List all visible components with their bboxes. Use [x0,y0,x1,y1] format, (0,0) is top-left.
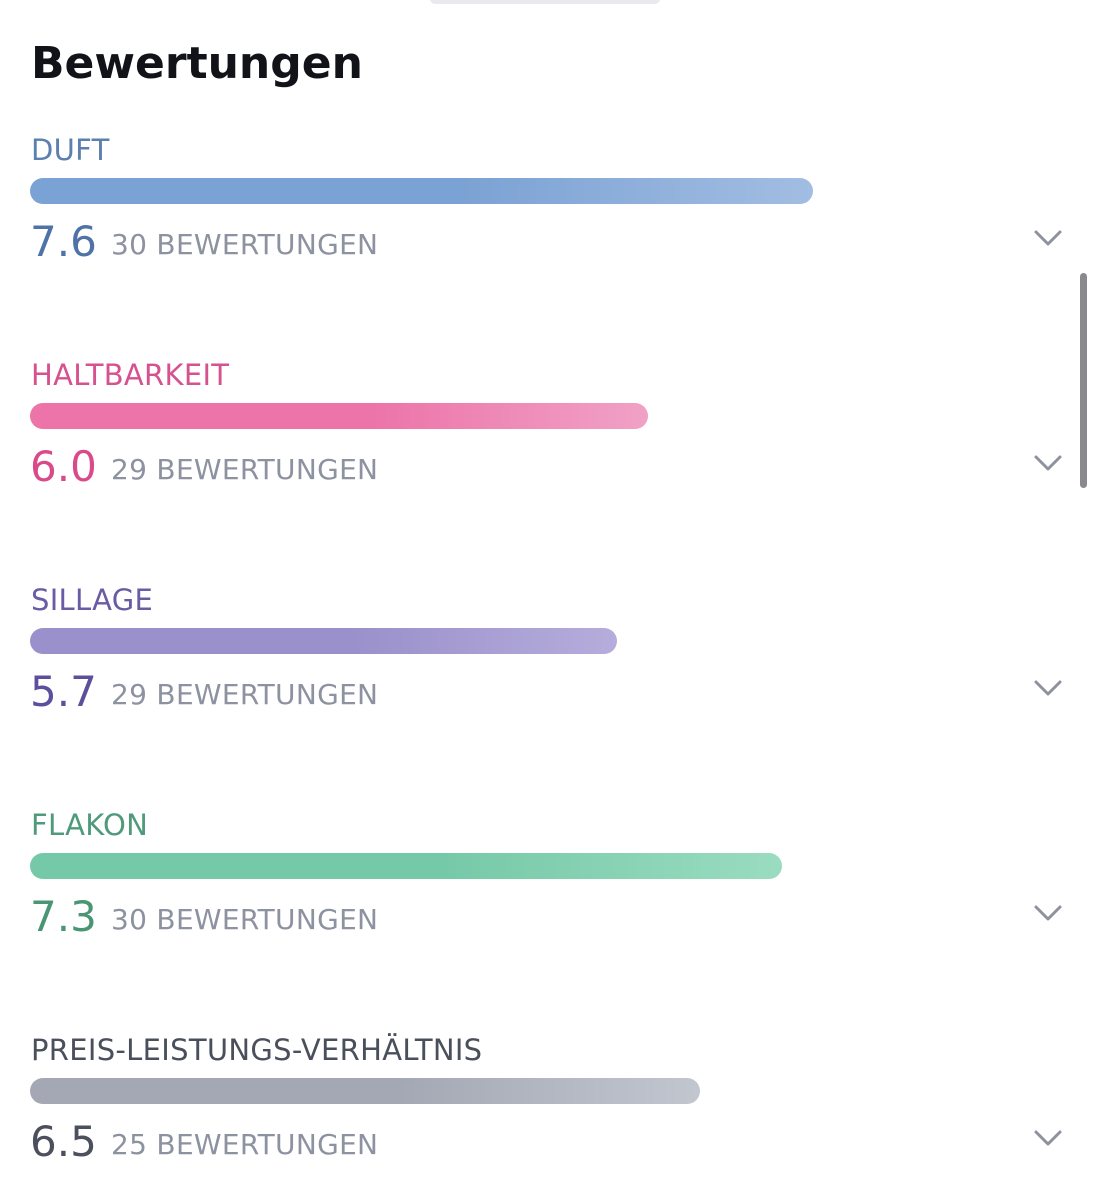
rating-bar-fill [30,178,813,204]
rating-label: HALTBARKEIT [31,358,230,392]
sheet-drag-handle[interactable] [430,0,660,4]
rating-count: 29 BEWERTUNGEN [111,453,379,486]
rating-label: PREIS-LEISTUNGS-VERHÄLTNIS [31,1033,483,1067]
rating-haltbarkeit[interactable]: HALTBARKEIT 6.0 29 BEWERTUNGEN [0,357,1075,517]
rating-score: 6.0 [30,442,97,491]
rating-sillage[interactable]: SILLAGE 5.7 29 BEWERTUNGEN [0,582,1075,742]
rating-bar-track [30,1078,1020,1104]
rating-label: FLAKON [31,808,149,842]
chevron-down-icon[interactable] [1030,224,1066,252]
rating-bar-track [30,853,1020,879]
rating-bar-fill [30,628,617,654]
chevron-down-icon[interactable] [1030,449,1066,477]
rating-score: 6.5 [30,1117,97,1166]
page-title: Bewertungen [31,38,363,89]
rating-score: 7.6 [30,217,97,266]
rating-label: SILLAGE [31,583,154,617]
rating-bar-track [30,628,1020,654]
chevron-down-icon[interactable] [1030,674,1066,702]
rating-score: 7.3 [30,892,97,941]
rating-count: 25 BEWERTUNGEN [111,1128,379,1161]
rating-label: DUFT [31,133,110,167]
scrollbar[interactable] [1080,273,1087,488]
rating-count: 29 BEWERTUNGEN [111,678,379,711]
rating-bar-fill [30,853,782,879]
rating-duft[interactable]: DUFT 7.6 30 BEWERTUNGEN [0,132,1075,292]
rating-bar-track [30,403,1020,429]
rating-count: 30 BEWERTUNGEN [111,903,379,936]
rating-count: 30 BEWERTUNGEN [111,228,379,261]
rating-bar-track [30,178,1020,204]
chevron-down-icon[interactable] [1030,899,1066,927]
rating-score: 5.7 [30,667,97,716]
rating-bar-fill [30,1078,700,1104]
rating-bar-fill [30,403,648,429]
rating-flakon[interactable]: FLAKON 7.3 30 BEWERTUNGEN [0,807,1075,967]
chevron-down-icon[interactable] [1030,1124,1066,1152]
rating-preis-leistung[interactable]: PREIS-LEISTUNGS-VERHÄLTNIS 6.5 25 BEWERT… [0,1032,1075,1192]
